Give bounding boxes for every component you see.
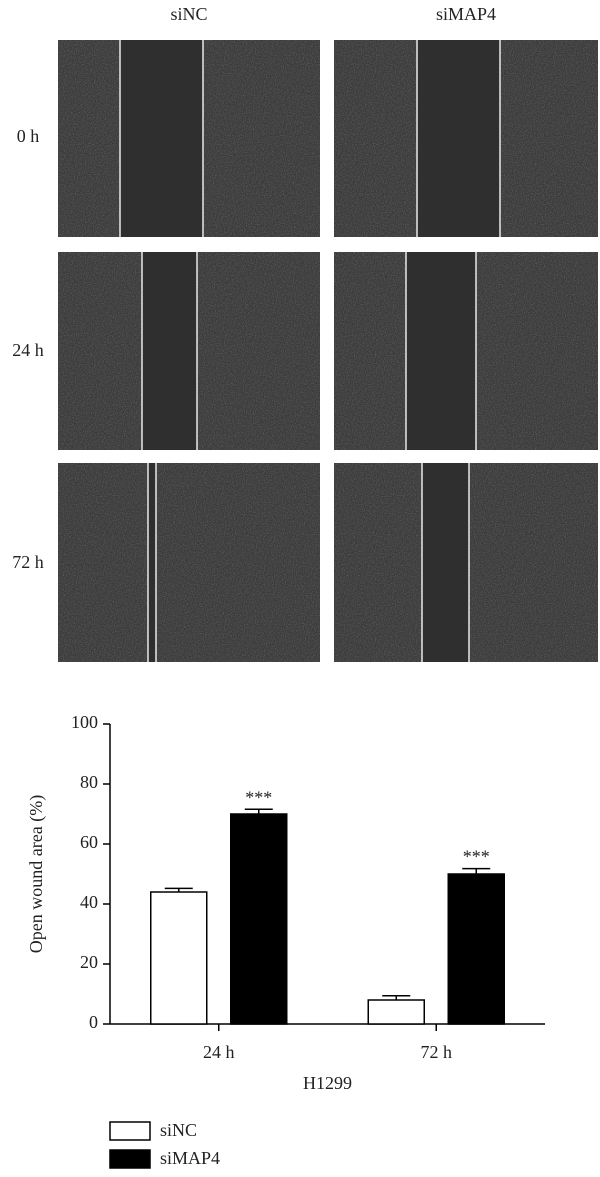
- micrograph: [334, 252, 598, 450]
- bar: [150, 891, 208, 1025]
- wound-gap: [422, 463, 469, 662]
- micrograph-texture: [58, 463, 320, 662]
- column-label: siNC: [170, 4, 207, 24]
- wound-gap: [406, 252, 476, 450]
- micrograph: [334, 40, 598, 237]
- micrograph: [334, 463, 598, 662]
- x-tick-label: 72 h: [421, 1042, 453, 1062]
- y-tick-label: 20: [80, 952, 98, 972]
- row-label: 72 h: [12, 552, 44, 572]
- y-tick-label: 60: [80, 832, 98, 852]
- y-tick-label: 80: [80, 772, 98, 792]
- significance-label: ***: [245, 787, 272, 807]
- micrograph: [58, 463, 320, 662]
- bar: [230, 813, 288, 1025]
- x-tick-label: 24 h: [203, 1042, 235, 1062]
- legend-label: siMAP4: [160, 1148, 220, 1168]
- y-tick-label: 40: [80, 892, 98, 912]
- y-tick-label: 100: [71, 712, 98, 732]
- wound-gap: [142, 252, 197, 450]
- wound-gap: [417, 40, 500, 237]
- y-tick-label: 0: [89, 1012, 98, 1032]
- chart: 0 20 40 60 80 100 Open wound area (%) H1299 24 h…: [26, 712, 545, 1169]
- x-axis-title: H1299: [303, 1073, 352, 1093]
- bar: [367, 999, 425, 1025]
- micrograph: [58, 252, 320, 450]
- significance-label: ***: [463, 847, 490, 867]
- micrographs: [58, 40, 598, 662]
- y-axis-title: Open wound area (%): [26, 795, 47, 953]
- legend-label: siNC: [160, 1120, 197, 1140]
- micrograph: [58, 40, 320, 237]
- bar: [447, 873, 505, 1025]
- wound-gap: [120, 40, 203, 237]
- wound-gap: [148, 463, 156, 662]
- row-label: 0 h: [17, 126, 40, 146]
- legend-swatch: [109, 1149, 151, 1169]
- legend-swatch: [109, 1121, 151, 1141]
- row-label: 24 h: [12, 340, 44, 360]
- column-label: siMAP4: [436, 4, 496, 24]
